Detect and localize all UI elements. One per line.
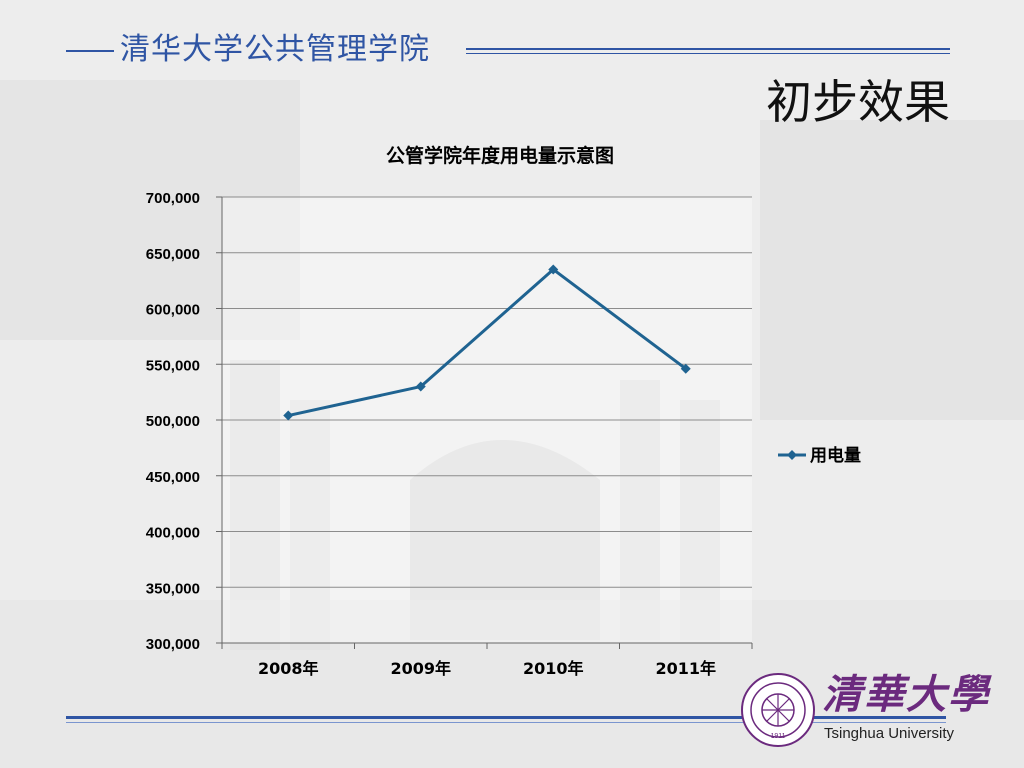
y-tick-label: 300,000: [146, 636, 200, 653]
x-tick-label: 2009年: [390, 659, 451, 678]
y-tick-label: 400,000: [146, 525, 200, 542]
data-point-marker: [680, 363, 691, 374]
footer-rule: [66, 716, 946, 719]
legend-marker: [787, 450, 797, 460]
y-tick-label: 600,000: [146, 302, 200, 319]
x-tick-label: 2011年: [655, 659, 716, 678]
tsinghua-seal-logo: 1911: [741, 673, 815, 747]
header-rule-right: [466, 48, 950, 50]
university-wordmark-cn: 清華大學: [822, 671, 990, 718]
slide-title: 初步效果: [766, 75, 950, 129]
y-tick-label: 550,000: [146, 357, 200, 374]
y-tick-label: 700,000: [146, 190, 200, 207]
data-point-marker: [283, 410, 294, 421]
footer-rule-thin: [66, 722, 946, 723]
seal-year: 1911: [770, 733, 785, 740]
x-tick-label: 2008年: [258, 659, 319, 678]
y-tick-label: 450,000: [146, 469, 200, 486]
y-tick-label: 500,000: [146, 413, 200, 430]
y-tick-label: 650,000: [146, 246, 200, 263]
header-rule-left: [66, 50, 114, 52]
school-name: 清华大学公共管理学院: [120, 32, 430, 67]
y-tick-label: 350,000: [146, 580, 200, 597]
series-line: [287, 267, 687, 418]
header-rule-right-thin: [466, 53, 950, 54]
legend-label: 用电量: [810, 445, 861, 466]
chart-title: 公管学院年度用电量示意图: [385, 145, 614, 167]
data-point-marker: [415, 381, 426, 392]
university-name-en: Tsinghua University: [824, 725, 955, 742]
data-point-marker: [548, 264, 559, 275]
x-tick-label: 2010年: [523, 659, 584, 678]
